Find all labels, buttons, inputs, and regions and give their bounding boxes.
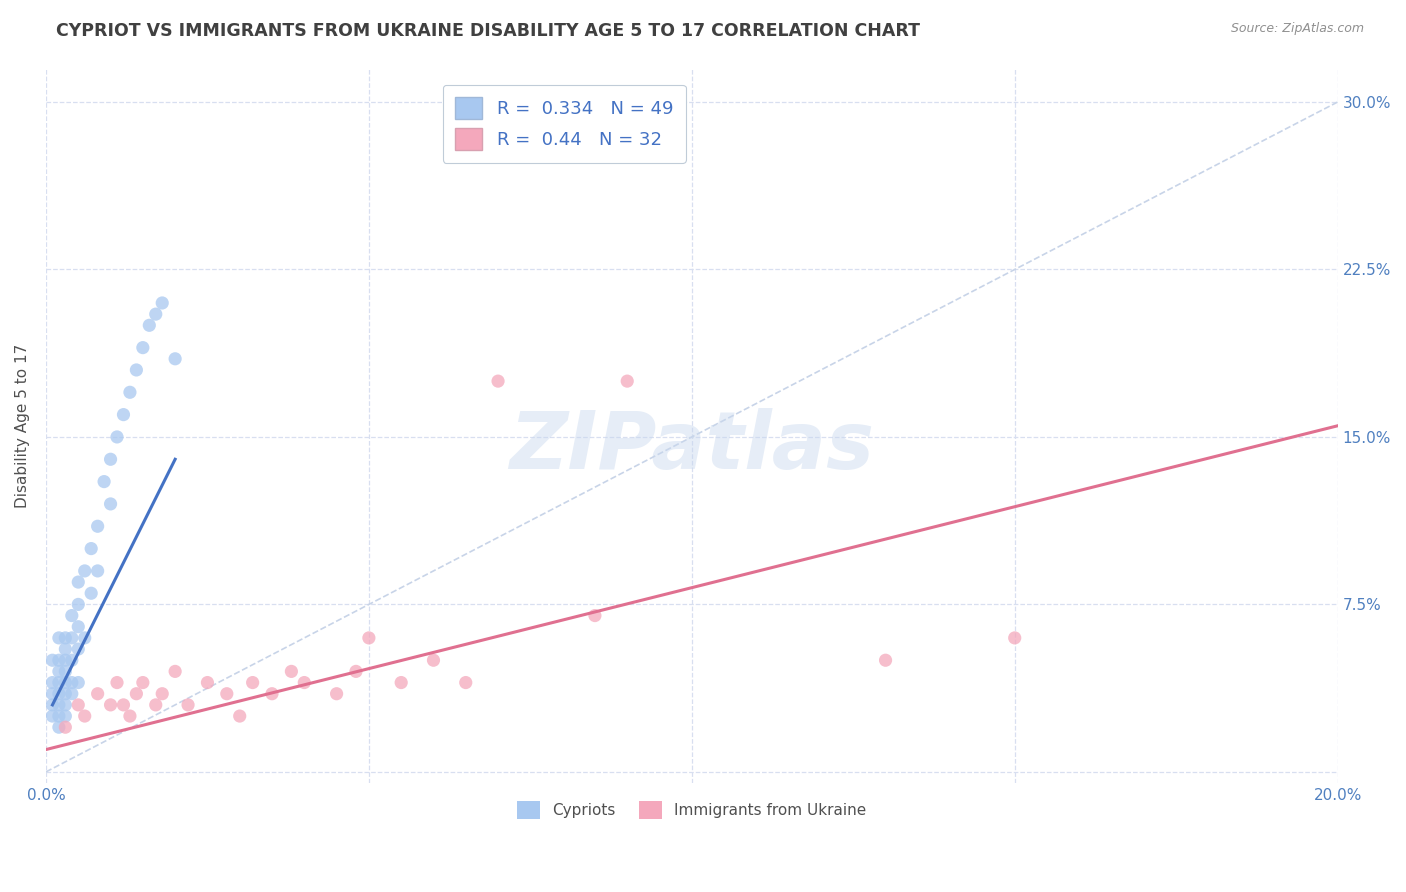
Point: [60, 675, 83, 690]
Point: [53, 687, 76, 701]
Point: [118, 385, 141, 400]
Point: [145, 307, 167, 321]
Point: [67, 642, 90, 657]
Point: [422, 653, 444, 667]
Point: [53, 631, 76, 645]
Point: [60, 608, 83, 623]
Point: [48, 720, 70, 734]
Point: [48, 687, 70, 701]
Point: [41, 709, 63, 723]
Point: [280, 665, 302, 679]
Point: [105, 675, 128, 690]
Point: [48, 665, 70, 679]
Point: [67, 620, 90, 634]
Point: [357, 631, 380, 645]
Point: [73, 564, 96, 578]
Point: [132, 675, 155, 690]
Point: [48, 675, 70, 690]
Point: [73, 631, 96, 645]
Point: [53, 665, 76, 679]
Point: [41, 653, 63, 667]
Point: [1004, 631, 1026, 645]
Point: [53, 675, 76, 690]
Legend: Cypriots, Immigrants from Ukraine: Cypriots, Immigrants from Ukraine: [512, 795, 872, 825]
Point: [242, 675, 264, 690]
Point: [228, 709, 250, 723]
Text: CYPRIOT VS IMMIGRANTS FROM UKRAINE DISABILITY AGE 5 TO 17 CORRELATION CHART: CYPRIOT VS IMMIGRANTS FROM UKRAINE DISAB…: [56, 22, 921, 40]
Point: [583, 608, 606, 623]
Point: [60, 631, 83, 645]
Point: [86, 519, 108, 533]
Point: [616, 374, 638, 388]
Point: [325, 687, 347, 701]
Text: ZIPatlas: ZIPatlas: [509, 409, 875, 486]
Point: [41, 698, 63, 712]
Point: [486, 374, 509, 388]
Point: [48, 698, 70, 712]
Point: [260, 687, 283, 701]
Point: [53, 642, 76, 657]
Point: [197, 675, 219, 690]
Point: [150, 687, 173, 701]
Point: [53, 720, 76, 734]
Point: [177, 698, 200, 712]
Point: [875, 653, 897, 667]
Point: [53, 698, 76, 712]
Point: [125, 363, 148, 377]
Point: [60, 687, 83, 701]
Point: [100, 698, 122, 712]
Point: [145, 698, 167, 712]
Point: [48, 709, 70, 723]
Point: [80, 541, 103, 556]
Point: [138, 318, 160, 333]
Point: [80, 586, 103, 600]
Point: [100, 497, 122, 511]
Point: [73, 709, 96, 723]
Point: [389, 675, 412, 690]
Point: [132, 341, 155, 355]
Point: [100, 452, 122, 467]
Point: [165, 665, 187, 679]
Point: [41, 687, 63, 701]
Point: [41, 675, 63, 690]
Text: Source: ZipAtlas.com: Source: ZipAtlas.com: [1230, 22, 1364, 36]
Y-axis label: Disability Age 5 to 17: Disability Age 5 to 17: [15, 343, 30, 508]
Point: [93, 475, 115, 489]
Point: [125, 687, 148, 701]
Point: [112, 698, 135, 712]
Point: [112, 408, 135, 422]
Point: [105, 430, 128, 444]
Point: [48, 653, 70, 667]
Point: [53, 653, 76, 667]
Point: [53, 709, 76, 723]
Point: [344, 665, 367, 679]
Point: [67, 698, 90, 712]
Point: [165, 351, 187, 366]
Point: [86, 564, 108, 578]
Point: [150, 296, 173, 310]
Point: [48, 631, 70, 645]
Point: [118, 709, 141, 723]
Point: [292, 675, 315, 690]
Point: [67, 598, 90, 612]
Point: [215, 687, 238, 701]
Point: [60, 653, 83, 667]
Point: [67, 575, 90, 590]
Point: [454, 675, 477, 690]
Point: [86, 687, 108, 701]
Point: [67, 675, 90, 690]
